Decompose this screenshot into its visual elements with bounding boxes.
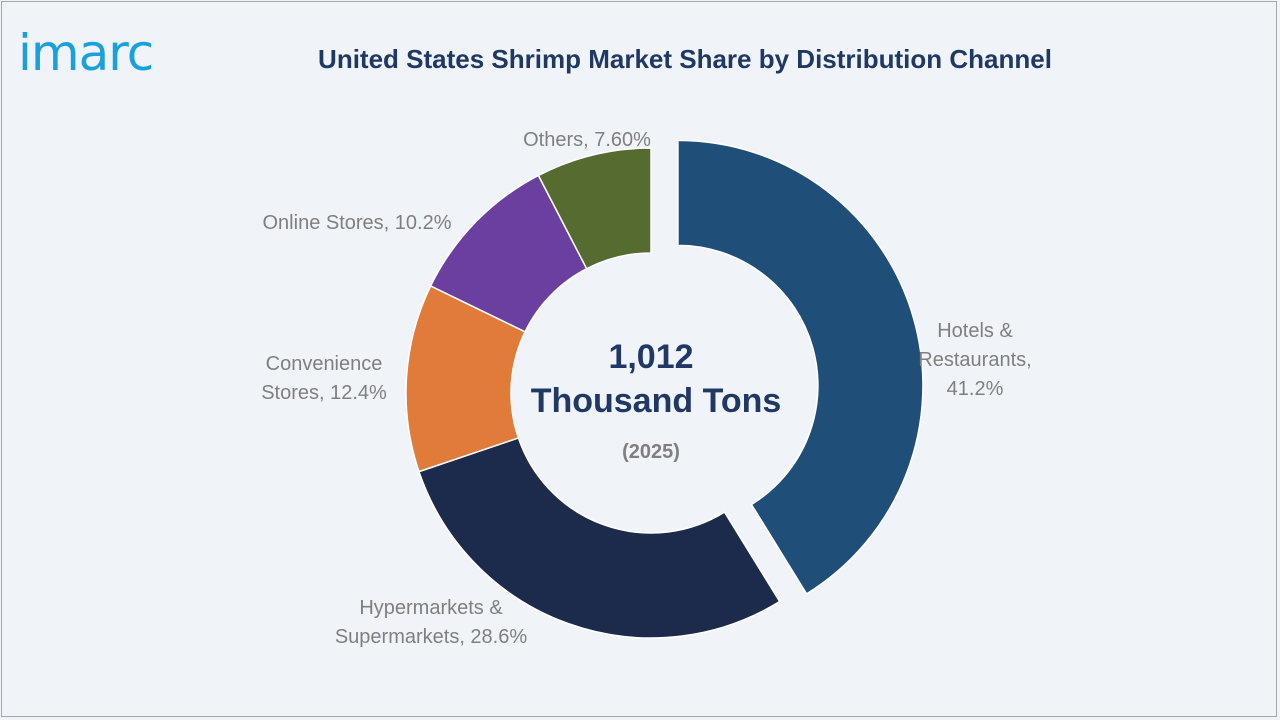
center-year: (2025) [622,441,680,463]
slice-label-hypermarkets-supermarkets: Hypermarkets & Supermarkets, 28.6% [335,597,528,648]
slice-label-convenience-stores: Convenience Stores, 12.4% [261,353,387,404]
donut-slice-hypermarkets-supermarkets [418,436,781,639]
donut-slice-others [537,147,652,270]
donut-slices [405,139,924,639]
slice-label-others: Others, 7.60% [523,129,651,151]
imarc-logo: imarc [18,24,154,82]
center-total-unit: Thousand Tons [531,382,782,420]
donut-slice-hotels-restaurants [677,139,924,595]
center-total-value: 1,012 [608,338,693,376]
slice-labels: Hotels & Restaurants, 41.2% Hypermarkets & S… [261,129,1032,648]
slice-label-hotels-restaurants: Hotels & Restaurants, 41.2% [918,320,1031,400]
chart-title: United States Shrimp Market Share by Dis… [318,44,1052,74]
slice-label-online-stores: Online Stores, 10.2% [263,212,452,234]
